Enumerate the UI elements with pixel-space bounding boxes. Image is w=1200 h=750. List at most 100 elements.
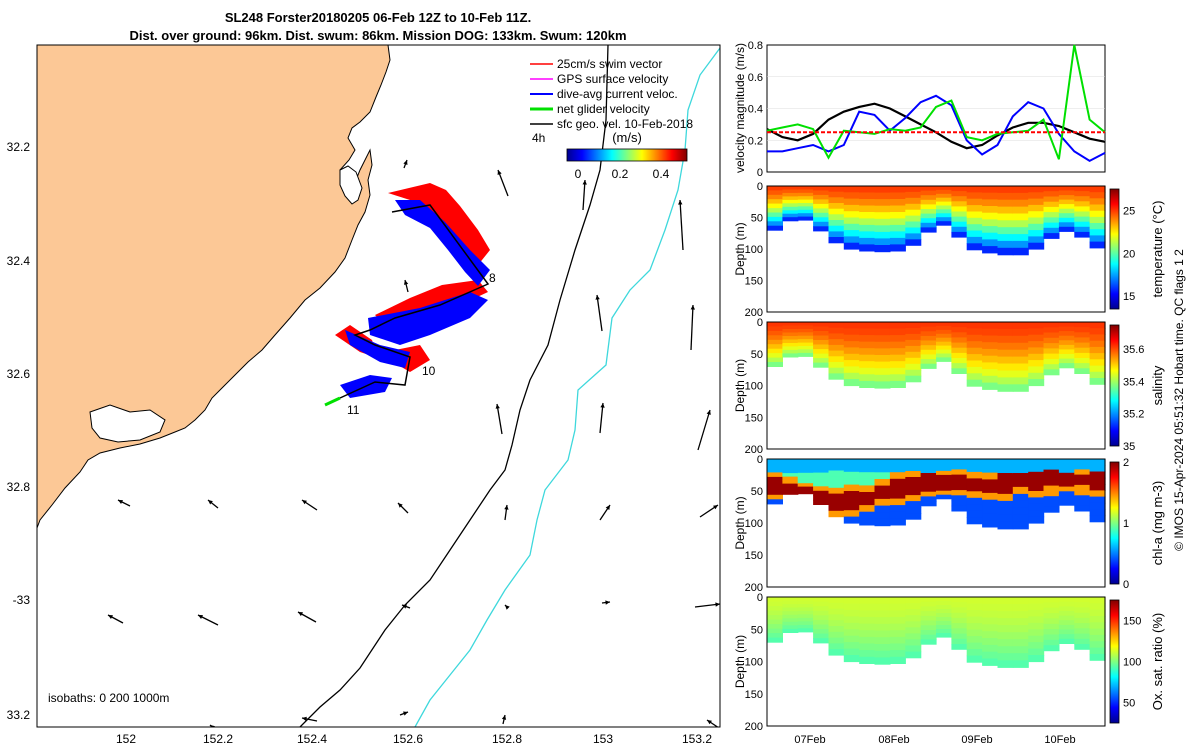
heatmap-cell [1012,234,1029,242]
heatmap-cell [889,322,906,330]
heatmap-cell [920,606,937,612]
heatmap-cell [874,610,891,618]
heatmap-cell [982,186,999,194]
heatmap-cell [1058,344,1075,351]
heatmap-cell [997,639,1014,647]
heatmap-cell [920,331,937,337]
lagoon-lake [89,404,166,443]
heatmap-cell [920,634,937,640]
heatmap-cell [874,498,891,507]
heatmap-cell [1043,480,1060,487]
heatmap-cell [813,358,830,364]
heatmap-cell [905,351,922,359]
heatmap-cell [997,356,1014,365]
heatmap-cell [951,490,968,496]
heatmap-cell [782,325,799,330]
geostrophic-arrow [599,402,604,434]
depth-tick-label: 200 [745,582,763,594]
heatmap-cell [905,339,922,347]
heatmap-cell [936,490,952,496]
colorbar-label: Ox. sat. ratio (%) [1150,613,1165,711]
heatmap-frame [766,185,1106,313]
blue-current-vectors-2 [368,292,488,345]
geostrophic-arrowhead [298,612,303,617]
heatmap-cell [874,479,891,487]
track-day-label: 8 [489,271,496,285]
heatmap-cell [982,486,999,494]
heatmap-cell [813,217,830,223]
map-colorbar-title: (m/s) [612,130,642,145]
heatmap-cell [782,213,799,218]
heatmap-cell [767,225,783,231]
heatmap-cell [874,199,891,207]
heatmap-cell [828,602,845,610]
heatmap-cell [767,344,783,350]
heatmap-cell [1012,632,1029,640]
heatmap-cell [1089,502,1106,510]
heatmap-cell [997,611,1014,619]
heatmap-cell [874,485,891,493]
heatmap-cell [966,484,983,492]
heatmap-cell [936,329,952,335]
heatmap-cell [843,322,860,329]
heatmap-cell [767,199,783,205]
heatmap-cell [936,629,952,634]
heatmap-cell [936,463,952,468]
heatmap-cell [1043,191,1060,197]
map-frame [36,44,721,728]
heatmap-colorbar [1109,188,1120,310]
heatmap-cell [1012,349,1029,358]
heatmap-cell [1012,466,1029,474]
heatmap-cell [1074,623,1091,629]
heatmap-cell [889,630,906,638]
heatmap-cell [843,459,860,466]
heatmap-cell [1012,370,1029,378]
depth-tick-label: 100 [745,657,763,669]
heatmap-cell [843,211,860,219]
heatmap-cell [1089,616,1106,623]
heatmap-cell [859,367,876,375]
map-x-tick-label: 152 [116,732,136,746]
heatmap-cell [843,629,860,637]
heatmap-cell [889,328,906,336]
heatmap-cell [997,363,1014,371]
heatmap-cell [828,322,845,329]
estuary-lake [339,165,363,205]
heatmap-cell [782,189,799,194]
heatmap-cell [767,221,783,227]
heatmap-cell [1012,611,1029,619]
geostrophic-arrow [582,179,586,211]
heatmap-cell [782,607,799,612]
heatmap-cell [982,335,999,343]
heatmap-cell [782,196,799,201]
geostrophic-arrowhead [713,505,718,510]
heatmap-cell [1043,227,1060,234]
heatmap-cell [1028,217,1045,225]
heatmap-cell [1058,624,1075,631]
velocity-y-label: velocity magnitude (m/s) [733,43,747,173]
heatmap-cell [1089,365,1106,373]
heatmap-cell [1028,603,1045,611]
heatmap-cell [813,610,830,616]
heatmap-cell [1012,521,1029,530]
heatmap-cell [859,186,876,194]
heatmap-cell [966,198,983,206]
geostrophic-arrowhead [208,500,213,505]
heatmap-cell [1074,607,1091,614]
heatmap-cell [936,597,952,602]
heatmap-cell [782,343,799,348]
geostrophic-arrowhead [505,605,510,610]
heatmap-cell [1089,353,1106,360]
heatmap-cell [997,459,1014,467]
heatmap-cell [997,604,1014,612]
heatmap-cell [889,374,906,382]
heatmap-cell [1074,342,1091,349]
heatmap-cell [1012,356,1029,365]
heatmap-cell [843,478,860,486]
heatmap-cell [1012,213,1029,221]
heatmap-cell [936,337,952,343]
depth-tick-label: 200 [745,721,763,733]
depth-tick-label: 50 [751,624,763,636]
heatmap-cell [920,345,937,351]
heatmap-cell [951,206,968,213]
